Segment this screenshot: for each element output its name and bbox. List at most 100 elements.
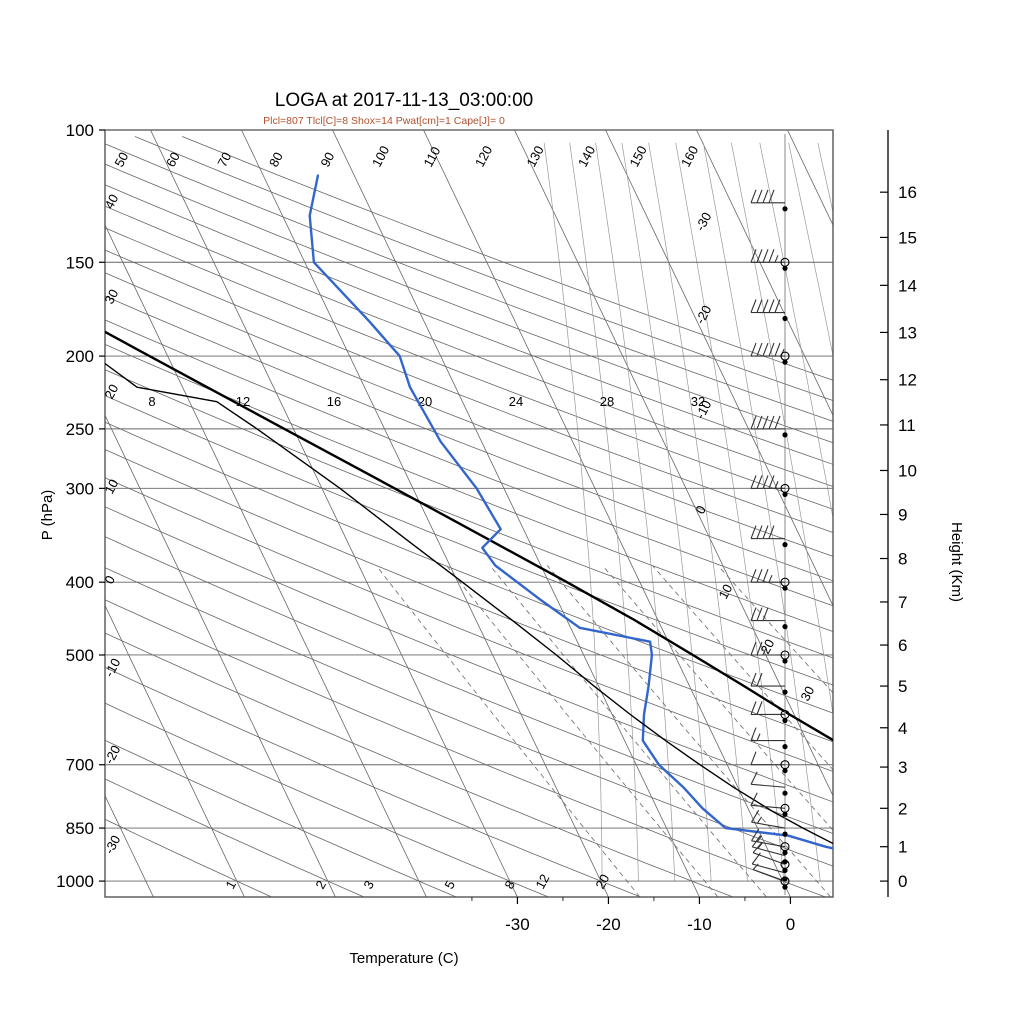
height-tick-label-4: 4 [898, 719, 907, 738]
dry-adiabat-top-label-140: 140 [575, 143, 598, 169]
dry-adiabat [105, 319, 833, 607]
barb-full-feather [756, 672, 763, 687]
mixing-ratio-line [652, 565, 833, 771]
mixing-ratio-label-12: 12 [532, 872, 552, 892]
curve-parcel [105, 362, 833, 845]
barb-level-marker-filled [782, 811, 788, 817]
moist-adiabat [543, 142, 603, 882]
barb-shaft [752, 863, 786, 874]
moist-adiabat-label-16: 16 [327, 394, 341, 409]
barb-full-feather [750, 569, 757, 583]
barb-shaft [751, 840, 786, 848]
barb-full-feather [756, 415, 763, 430]
mixing-ratio-line [546, 565, 831, 897]
wind-barb [752, 863, 790, 890]
barb-full-feather [750, 751, 757, 765]
dry-adiabat [105, 599, 826, 897]
barb-full-feather [762, 299, 769, 313]
dry-adiabat [105, 449, 833, 743]
moist-adiabat [759, 142, 833, 520]
isotherm [514, 130, 833, 797]
mixing-ratio-line [446, 565, 719, 897]
mixing-ratio-line [489, 565, 767, 897]
isotherm-lower-right-label-30: 30 [797, 684, 817, 704]
dry-adiabat [105, 205, 833, 487]
moist-adiabat [788, 142, 833, 358]
dry-adiabat [105, 778, 365, 897]
barb-full-feather [756, 299, 763, 313]
barb-level-marker-filled [782, 585, 788, 591]
plot-frame [104, 129, 834, 898]
barb-full-feather [774, 342, 781, 357]
dry-adiabat [105, 369, 833, 659]
height-tick-label-7: 7 [898, 593, 907, 612]
barb-full-feather [762, 342, 769, 357]
dry-adiabat-left-label-0: 0 [101, 573, 118, 586]
moist-adiabat [569, 142, 639, 882]
dry-adiabat-left-label-40: 40 [101, 192, 121, 212]
moist-adiabat [730, 142, 833, 717]
isotherm-right-label-0: 0 [692, 503, 709, 516]
moist-adiabat [702, 142, 821, 882]
mixing-ratio-label-3: 3 [360, 878, 377, 891]
mixing-ratio-line [602, 565, 833, 831]
barb-full-feather [750, 607, 757, 621]
pressure-tick-label-700: 700 [66, 756, 94, 775]
mixing-ratio-line [375, 565, 641, 897]
barb-level-marker-filled [782, 315, 788, 322]
barb-level-marker-filled [782, 658, 788, 664]
dry-adiabat [105, 632, 734, 897]
moist-adiabat [817, 142, 833, 214]
height-tick-label-12: 12 [898, 371, 917, 390]
barb-full-feather [768, 249, 775, 263]
barb-full-feather [762, 525, 769, 539]
height-tick-label-8: 8 [898, 550, 907, 569]
dry-adiabat [105, 702, 549, 897]
height-tick-label-5: 5 [898, 677, 907, 696]
pressure-tick-label-400: 400 [66, 573, 94, 592]
dry-adiabat-top-label-80: 80 [266, 150, 286, 170]
barb-half-feather [774, 481, 779, 489]
barb-half-feather [774, 255, 779, 263]
chart-title-group: LOGA at 2017-11-13_03:00:00 Plcl=807 Tlc… [263, 90, 533, 127]
moist-adiabat [595, 142, 676, 882]
barb-full-feather [768, 189, 775, 203]
isotherm [605, 130, 833, 607]
height-tick-label-6: 6 [898, 636, 907, 655]
wind-barb [750, 415, 788, 438]
temperature-tick-label--10: -10 [687, 915, 712, 934]
pressure-tick-label-200: 200 [66, 347, 94, 366]
barb-full-feather [774, 415, 781, 430]
wind-barb [750, 751, 790, 774]
barb-full-feather [751, 828, 760, 842]
barb-full-feather [750, 641, 757, 656]
dry-adiabat [105, 143, 833, 422]
wind-barb [750, 727, 788, 750]
dry-adiabat [105, 163, 833, 444]
height-tick-label-10: 10 [898, 461, 917, 480]
barb-full-feather [768, 525, 775, 539]
barb-shaft [752, 868, 786, 882]
mixing-ratio-label-20: 20 [592, 872, 612, 892]
barb-full-feather [774, 299, 781, 313]
mixing-ratio-label-5: 5 [441, 878, 458, 891]
barb-full-feather [762, 415, 769, 430]
height-tick-label-16: 16 [898, 183, 917, 202]
barb-full-feather [756, 189, 763, 203]
barb-full-feather [750, 475, 757, 489]
chart-subtitle: Plcl=807 Tlcl[C]=8 Shox=14 Pwat[cm]=1 Ca… [263, 115, 505, 127]
curve-temperature [105, 330, 833, 742]
barb-half-feather [752, 863, 759, 870]
wind-barb [750, 475, 790, 497]
skewt-grid [105, 130, 1024, 897]
dry-adiabat-top-label-70: 70 [214, 150, 234, 170]
moist-adiabat [938, 143, 1024, 881]
isotherm [105, 224, 427, 897]
barb-level-marker-filled [782, 717, 788, 724]
isotherm-lower-right-label-10: 10 [715, 582, 735, 602]
wind-barb [750, 771, 788, 796]
barb-full-feather [750, 189, 757, 203]
barb-shaft [752, 852, 786, 865]
barb-full-feather [768, 299, 775, 313]
moist-adiabat-label-24: 24 [509, 394, 523, 409]
